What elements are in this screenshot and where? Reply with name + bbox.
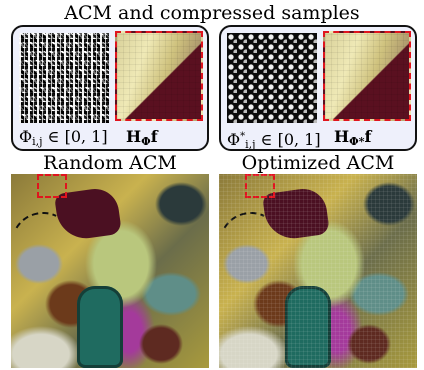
optimized-sample-caption: HΦ*f xyxy=(334,127,372,149)
random-mask-caption: Φi,j ∈ [0, 1] xyxy=(19,127,108,149)
f-symbol: f xyxy=(364,127,372,146)
mask-superscript: * xyxy=(240,131,246,142)
random-reconstruction-image xyxy=(11,174,209,368)
phi-symbol: Φ xyxy=(19,127,33,146)
optimized-mask-image xyxy=(227,33,317,123)
figure-title: ACM and compressed samples xyxy=(64,2,360,24)
random-sample-caption: HΦf xyxy=(126,127,158,149)
optimized-mask-caption: Φ*i,j ∈ [0, 1] xyxy=(227,127,321,151)
random-acm-panel: Φi,j ∈ [0, 1] HΦf xyxy=(11,25,209,151)
h-symbol: H xyxy=(126,127,142,146)
mask-range: ∈ [0, 1] xyxy=(42,127,108,146)
optimized-acm-panel: Φ*i,j ∈ [0, 1] HΦ*f xyxy=(219,25,417,151)
mask-range: ∈ [0, 1] xyxy=(255,130,321,149)
robot-shape xyxy=(77,286,123,368)
mask-subscript: i,j xyxy=(245,138,256,151)
optimized-compressed-sample xyxy=(323,31,411,121)
crop-highlight xyxy=(245,174,275,198)
optimized-acm-label: Optimized ACM xyxy=(241,152,395,174)
rope-shape xyxy=(219,202,293,286)
mask-subscript: i,j xyxy=(32,135,43,148)
f-symbol: f xyxy=(150,127,158,146)
crop-highlight xyxy=(37,174,67,198)
h-symbol: H xyxy=(334,127,350,146)
robot-shape xyxy=(285,286,331,368)
phi-symbol: Φ xyxy=(227,130,241,149)
optimized-reconstruction-image xyxy=(219,174,417,368)
random-compressed-sample xyxy=(115,31,203,121)
sample-subscript: Φ* xyxy=(349,135,365,148)
sample-subscript: Φ xyxy=(141,135,151,148)
random-acm-label: Random ACM xyxy=(43,152,177,174)
random-mask-image xyxy=(19,33,109,123)
hat-shape xyxy=(261,185,331,243)
